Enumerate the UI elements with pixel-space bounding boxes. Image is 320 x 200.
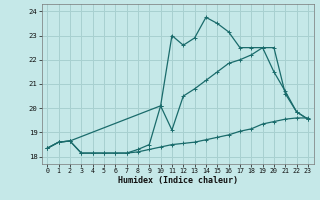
X-axis label: Humidex (Indice chaleur): Humidex (Indice chaleur)	[118, 176, 237, 185]
